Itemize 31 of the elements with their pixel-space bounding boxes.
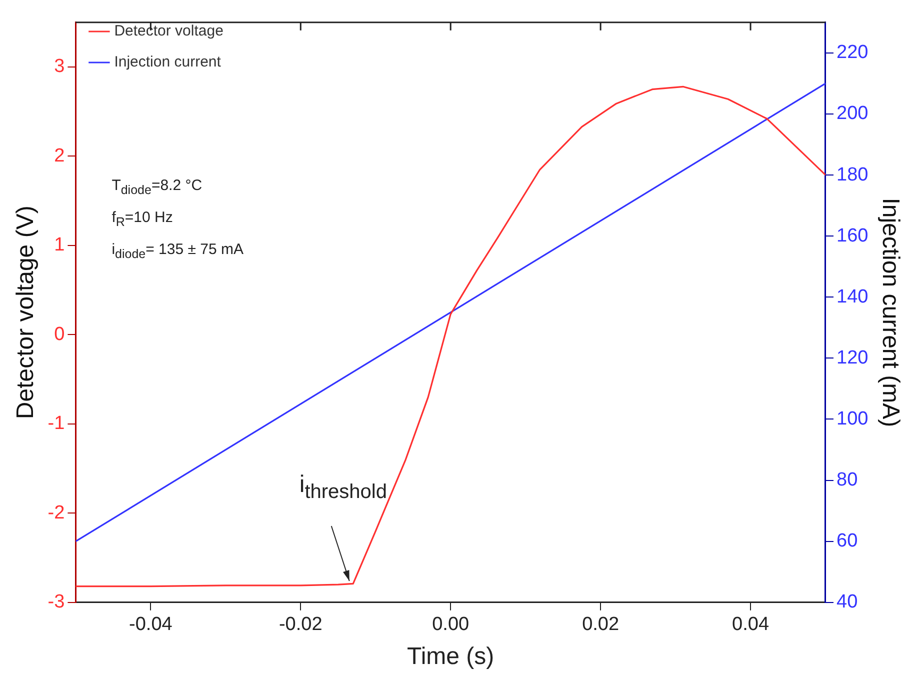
y2-tick-label: 60	[836, 530, 858, 552]
y-tick-label: 1	[54, 234, 65, 256]
annotation: T$_{diode}$=8.2 °C	[112, 176, 204, 200]
x-axis-title: Time (s)	[407, 643, 494, 670]
legend-label: Detector voltage	[114, 22, 224, 40]
y2-tick-label: 40	[836, 592, 858, 613]
y2-tick-label: 160	[836, 225, 868, 246]
y2-tick-label: 200	[836, 103, 868, 124]
y-tick-label: 0	[54, 324, 65, 345]
y-tick-label: -3	[48, 592, 65, 613]
y2-tick-label: 80	[836, 470, 858, 491]
x-tick-label: 0.02	[582, 614, 620, 636]
y2-tick-label: 100	[836, 408, 868, 430]
annotation: f$_{R}$=10 Hz	[112, 208, 174, 232]
x-tick-label: -0.04	[129, 614, 173, 636]
x-tick-label: 0.04	[732, 614, 770, 636]
y-tick-label: -1	[48, 413, 65, 434]
annotation: i$_{diode}$= 135 ± 75 mA	[112, 240, 244, 264]
y-tick-label: -2	[48, 502, 65, 524]
y2-tick-label: 140	[836, 286, 868, 308]
y2-tick-label: 220	[836, 42, 868, 64]
y-tick-label: 3	[54, 56, 65, 78]
x-tick-label: -0.02	[278, 614, 322, 636]
y2-axis-title: Injection current (mA)	[876, 198, 904, 428]
y-tick-label: 2	[54, 145, 65, 166]
x-tick-label: 0.00	[432, 614, 470, 636]
y2-tick-label: 120	[836, 347, 868, 368]
y2-tick-label: 180	[836, 164, 868, 186]
y-axis-title: Detector voltage (V)	[12, 206, 40, 420]
legend-label: Injection current	[114, 54, 222, 71]
annotation: i$_{threshold}$	[299, 470, 387, 504]
